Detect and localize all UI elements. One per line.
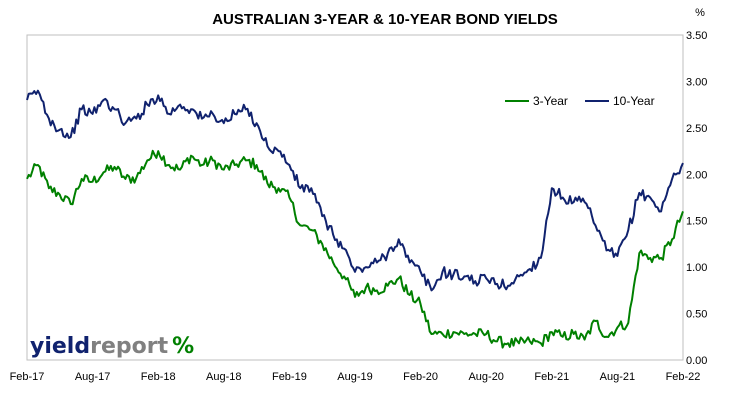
y-axis: 0.00 0.50 1.00 1.50 2.00 2.50 3.00 3.50 (686, 30, 707, 367)
legend-label: 3-Year (533, 94, 568, 108)
x-tick-label: Feb-20 (403, 371, 438, 383)
y-tick-label: 2.50 (686, 123, 707, 135)
legend-label: 10-Year (613, 94, 655, 108)
x-tick-label: Feb-21 (534, 371, 569, 383)
svg-text:yieldreport%: yieldreport% (30, 334, 194, 359)
y-tick-label: 0.50 (686, 309, 707, 321)
y-tick-label: 3.00 (686, 76, 707, 88)
x-tick-label: Aug-17 (75, 371, 110, 383)
chart-title: AUSTRALIAN 3-YEAR & 10-YEAR BOND YIELDS (212, 11, 558, 28)
x-tick-label: Aug-21 (600, 371, 635, 383)
y-tick-label: 3.50 (686, 30, 707, 42)
legend: 3-Year 10-Year (505, 94, 655, 108)
x-tick-label: Feb-22 (666, 371, 701, 383)
yieldreport-logo: yieldreport% (30, 334, 194, 359)
y-tick-label: 1.50 (686, 216, 707, 228)
logo-percent-symbol: % (172, 334, 194, 359)
series-line-3-year (26, 149, 684, 349)
series-lines (26, 89, 684, 349)
x-tick-label: Feb-18 (141, 371, 176, 383)
x-axis: Feb-17 Aug-17 Feb-18 Aug-18 Feb-19 Aug-19 Feb-… (10, 371, 701, 383)
logo-word-yield: yield (30, 334, 90, 359)
x-tick-label: Aug-19 (337, 371, 372, 383)
plot-area-border (26, 34, 684, 361)
logo-word-report: report (90, 334, 168, 359)
x-tick-label: Aug-18 (206, 371, 241, 383)
y-tick-label: 2.00 (686, 169, 707, 181)
x-tick-label: Feb-17 (10, 371, 45, 383)
x-tick-label: Feb-19 (272, 371, 307, 383)
x-tick-label: Aug-20 (468, 371, 503, 383)
y-axis-unit: % (695, 7, 705, 19)
y-tick-label: 0.00 (686, 355, 707, 367)
series-line-10-year (26, 89, 684, 292)
y-tick-label: 1.00 (686, 262, 707, 274)
